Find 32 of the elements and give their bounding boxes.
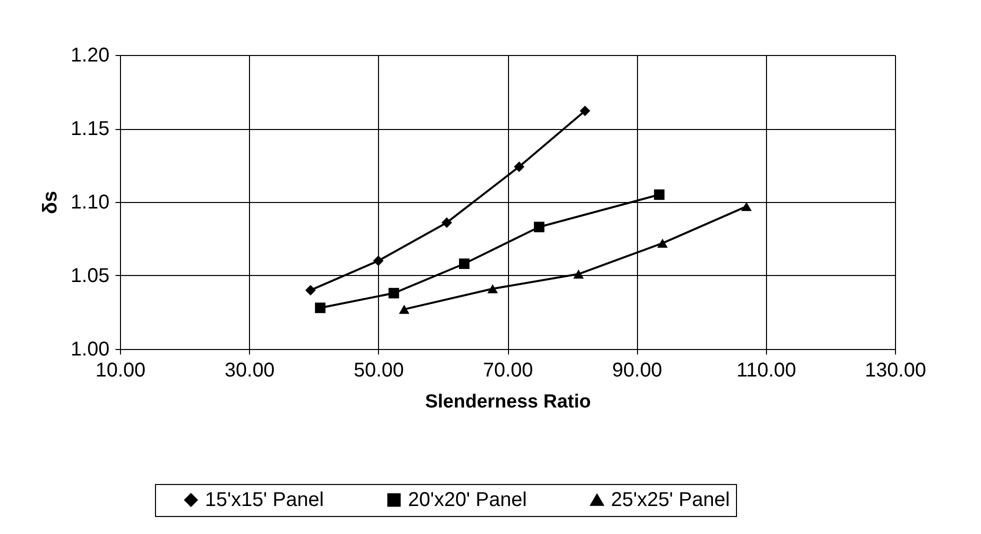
y-axis-title: δs [40,190,62,214]
y-tick-label: 1.00 [70,338,110,360]
point [305,284,316,296]
x-tick-label: 110.00 [736,360,796,382]
point [534,222,544,232]
point [442,217,452,228]
x-tick-label: 130.00 [864,360,926,382]
y-tick-label: 1.15 [70,118,110,140]
point [657,238,668,248]
x-tick-label: 30.00 [224,360,275,382]
point [458,258,470,269]
legend-label: 20'x20' Panel [408,489,527,511]
point [741,202,752,211]
x-tick-label: 90.00 [612,360,662,382]
legend-label: 15'x15' Panel [205,489,324,511]
x-tick-label: 50.00 [354,360,404,382]
y-tick-label: 1.10 [70,192,110,214]
x-axis-title: Slenderness Ratio [425,392,591,412]
x-tick-label: 10.00 [95,360,146,382]
point [398,304,410,314]
point [314,302,326,314]
point [580,106,590,116]
point [654,189,665,200]
point [373,256,384,266]
legend-label: 25'x25' Panel [611,489,730,511]
point [514,161,524,172]
point [388,288,400,298]
y-tick-label: 1.05 [70,265,110,287]
point [573,269,584,279]
point [487,284,498,294]
x-tick-label: 70.00 [482,360,534,382]
y-tick-label: 1.20 [70,44,110,66]
